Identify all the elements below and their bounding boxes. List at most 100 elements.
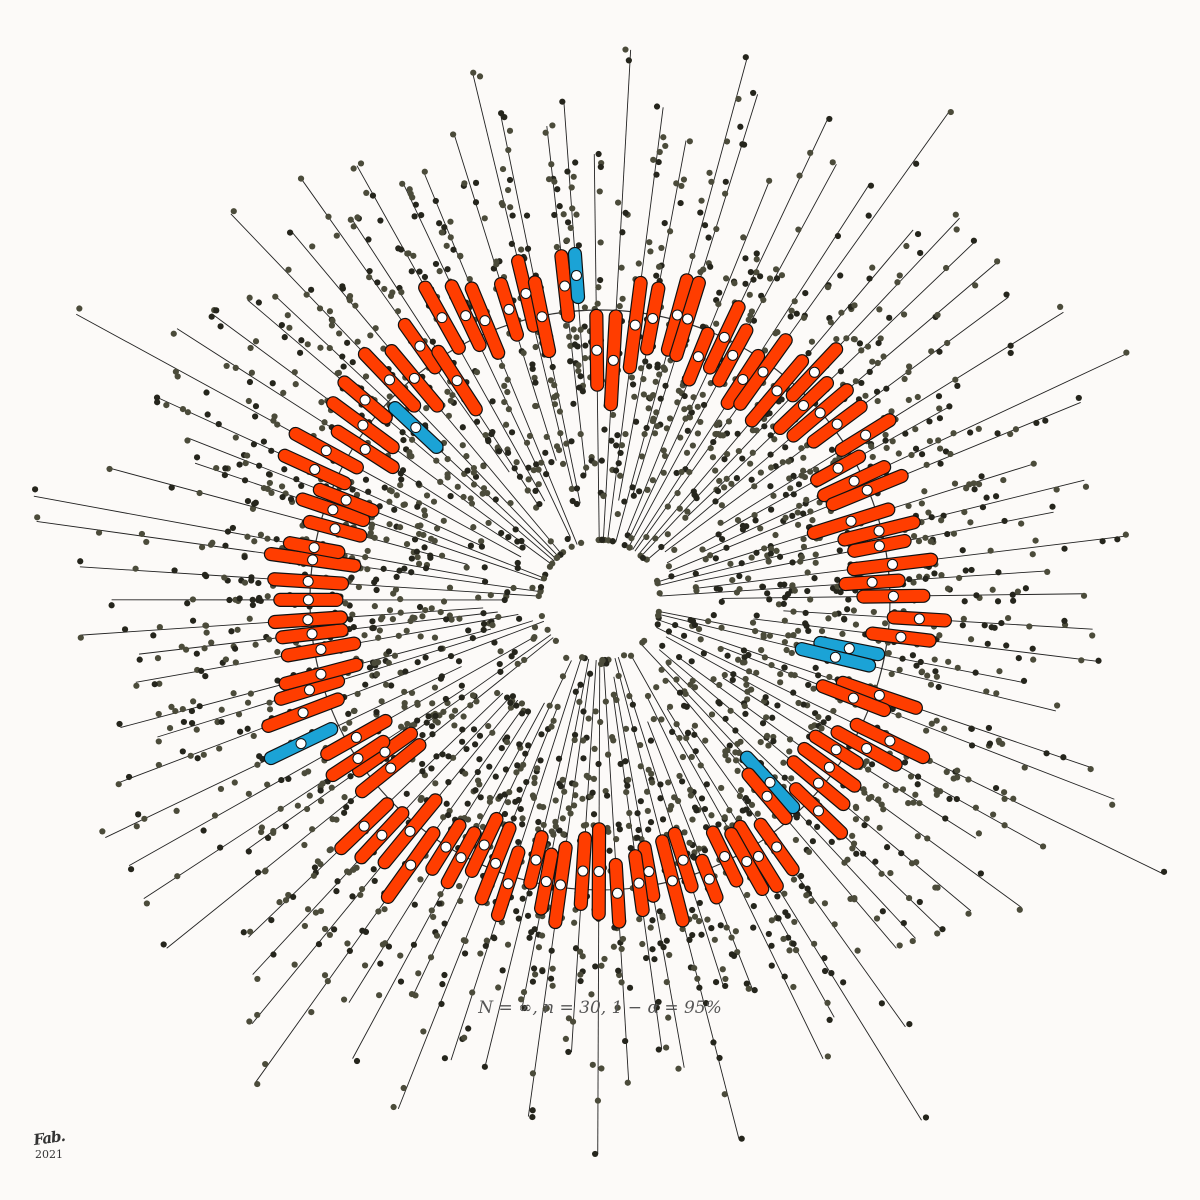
sample-point	[429, 700, 436, 707]
sample-point	[758, 647, 765, 654]
sample-point	[403, 790, 410, 797]
sample-point	[661, 220, 668, 227]
sample-point	[888, 408, 895, 415]
sample-point	[538, 731, 545, 738]
sample-point	[759, 720, 767, 727]
sample-point	[788, 671, 795, 678]
sample-point	[568, 438, 575, 445]
sample-point	[717, 519, 724, 526]
sample-point	[420, 1028, 427, 1035]
sample-point	[656, 908, 663, 915]
sample-point	[805, 681, 812, 689]
sample-point	[716, 681, 723, 689]
sample-point	[602, 787, 609, 795]
sample-point	[155, 761, 162, 769]
sample-point	[565, 805, 572, 812]
sample-point	[408, 569, 415, 576]
sample-point	[639, 554, 647, 562]
sample-point	[168, 484, 175, 491]
sample-point	[643, 788, 651, 795]
sample-point	[837, 272, 844, 279]
sample-point	[691, 965, 698, 972]
sample-point	[416, 603, 424, 611]
sample-point	[502, 421, 510, 428]
sample-point	[922, 1114, 930, 1121]
sample-point	[869, 358, 876, 365]
sample-point	[252, 641, 259, 648]
sample-point	[718, 784, 725, 792]
sample-point	[316, 305, 324, 312]
sample-point	[608, 437, 615, 444]
sample-point	[905, 368, 912, 376]
sample-point	[815, 713, 822, 721]
sample-point	[940, 512, 947, 519]
sample-mean	[647, 312, 659, 324]
sample-point	[809, 838, 816, 845]
sample-point	[571, 919, 578, 926]
sample-point	[417, 876, 424, 883]
sample-point	[339, 283, 346, 290]
sample-mean	[329, 523, 341, 535]
sample-point	[208, 313, 215, 320]
sample-point	[373, 671, 381, 678]
sample-mean	[295, 738, 307, 750]
sample-point	[501, 398, 508, 406]
sample-point	[321, 419, 328, 426]
sample-point	[579, 953, 586, 960]
sample-point	[851, 302, 858, 309]
sample-point	[249, 601, 256, 609]
sample-point	[627, 844, 634, 852]
sample-point	[507, 704, 514, 711]
sample-point	[944, 339, 951, 347]
sample-point	[472, 741, 479, 748]
sample-point	[463, 564, 470, 571]
sample-point	[222, 465, 229, 472]
sample-point	[1016, 906, 1023, 913]
sample-point	[408, 453, 415, 460]
sample-point	[613, 442, 620, 449]
sample-point	[531, 374, 538, 381]
sample-point	[666, 415, 674, 422]
sample-point	[354, 214, 361, 221]
sample-point	[538, 932, 546, 939]
sample-point	[734, 516, 742, 524]
sample-point	[673, 721, 680, 728]
ray	[634, 110, 950, 552]
sample-point	[480, 610, 487, 617]
sample-point	[352, 302, 359, 309]
sample-point	[913, 160, 920, 167]
sample-point	[348, 574, 355, 581]
sample-point	[941, 725, 948, 732]
sample-point	[250, 732, 257, 740]
sample-point	[392, 586, 400, 593]
sample-point	[868, 793, 875, 801]
sample-point	[171, 567, 178, 574]
sample-point	[676, 772, 683, 780]
sample-point	[727, 707, 734, 714]
sample-mean	[352, 752, 364, 764]
sample-point	[721, 814, 728, 821]
sample-point	[918, 668, 926, 675]
sample-point	[865, 212, 872, 219]
sample-point	[680, 702, 688, 709]
sample-point	[400, 437, 407, 444]
sample-point	[502, 766, 510, 773]
sample-point	[375, 908, 382, 915]
sample-point	[1000, 476, 1007, 484]
sample-point	[543, 433, 550, 441]
sample-point	[529, 584, 536, 591]
sample-point	[575, 362, 582, 369]
sample-point	[456, 883, 463, 890]
sample-point	[1099, 538, 1106, 545]
sample-point	[918, 500, 925, 507]
sample-point	[651, 430, 659, 437]
sample-point	[828, 970, 835, 977]
sample-point	[506, 176, 514, 184]
sample-point	[925, 509, 932, 516]
sample-point	[1089, 632, 1096, 639]
sample-point	[209, 539, 216, 546]
sample-point	[564, 219, 572, 226]
sample-point	[763, 732, 771, 739]
sample-point	[347, 216, 354, 223]
sample-point	[786, 748, 793, 755]
